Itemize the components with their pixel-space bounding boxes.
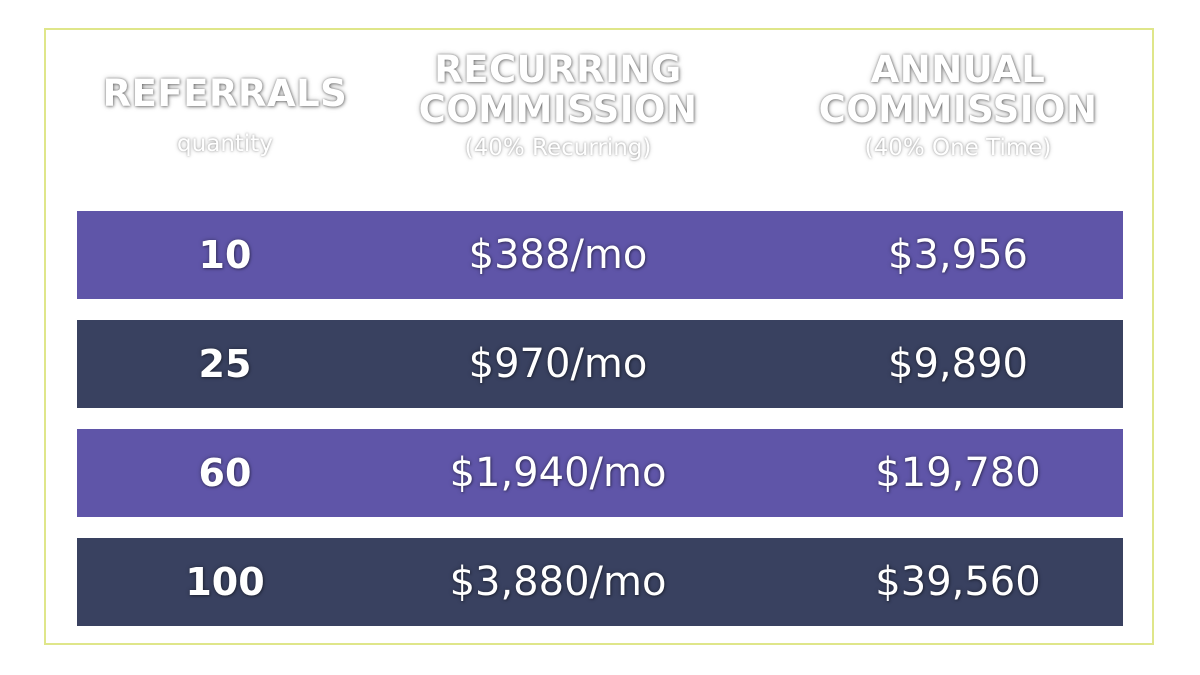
annual-commission-cell: $3,956	[888, 232, 1028, 278]
table-row: 25 $970/mo $9,890	[77, 320, 1123, 408]
header-referrals-title: REFERRALS	[102, 72, 348, 115]
recurring-commission-cell: $970/mo	[468, 341, 648, 387]
table-row: 60 $1,940/mo $19,780	[77, 429, 1123, 517]
annual-commission-cell: $19,780	[875, 450, 1041, 496]
header-annual-title-line2: COMMISSION	[818, 88, 1098, 131]
header-annual-commission: ANNUAL COMMISSION (40% One Time)	[819, 50, 1098, 162]
referrals-cell: 100	[185, 560, 265, 604]
recurring-commission-cell: $1,940/mo	[449, 450, 667, 496]
table-row: 100 $3,880/mo $39,560	[77, 538, 1123, 626]
header-referrals-subtitle: quantity	[177, 131, 273, 157]
annual-commission-cell: $9,890	[888, 341, 1028, 387]
table-row: 10 $388/mo $3,956	[77, 211, 1123, 299]
header-annual-title-line1: ANNUAL	[870, 48, 1046, 91]
header-recurring-commission: RECURRING COMMISSION (40% Recurring)	[419, 50, 698, 162]
annual-commission-cell: $39,560	[875, 559, 1041, 605]
header-recurring-subtitle: (40% Recurring)	[464, 135, 652, 161]
header-recurring-title-line1: RECURRING	[434, 48, 682, 91]
referrals-cell: 60	[198, 451, 252, 495]
header-referrals: REFERRALS quantity	[103, 74, 348, 158]
recurring-commission-cell: $3,880/mo	[449, 559, 667, 605]
header-annual-subtitle: (40% One Time)	[864, 135, 1052, 161]
referrals-cell: 25	[198, 342, 252, 386]
table-body: 10 $388/mo $3,956 25 $970/mo $9,890 60 $…	[77, 211, 1123, 647]
referrals-cell: 10	[198, 233, 252, 277]
header-recurring-title-line2: COMMISSION	[418, 88, 698, 131]
recurring-commission-cell: $388/mo	[468, 232, 648, 278]
table-header: REFERRALS quantity RECURRING COMMISSION …	[77, 50, 1123, 190]
